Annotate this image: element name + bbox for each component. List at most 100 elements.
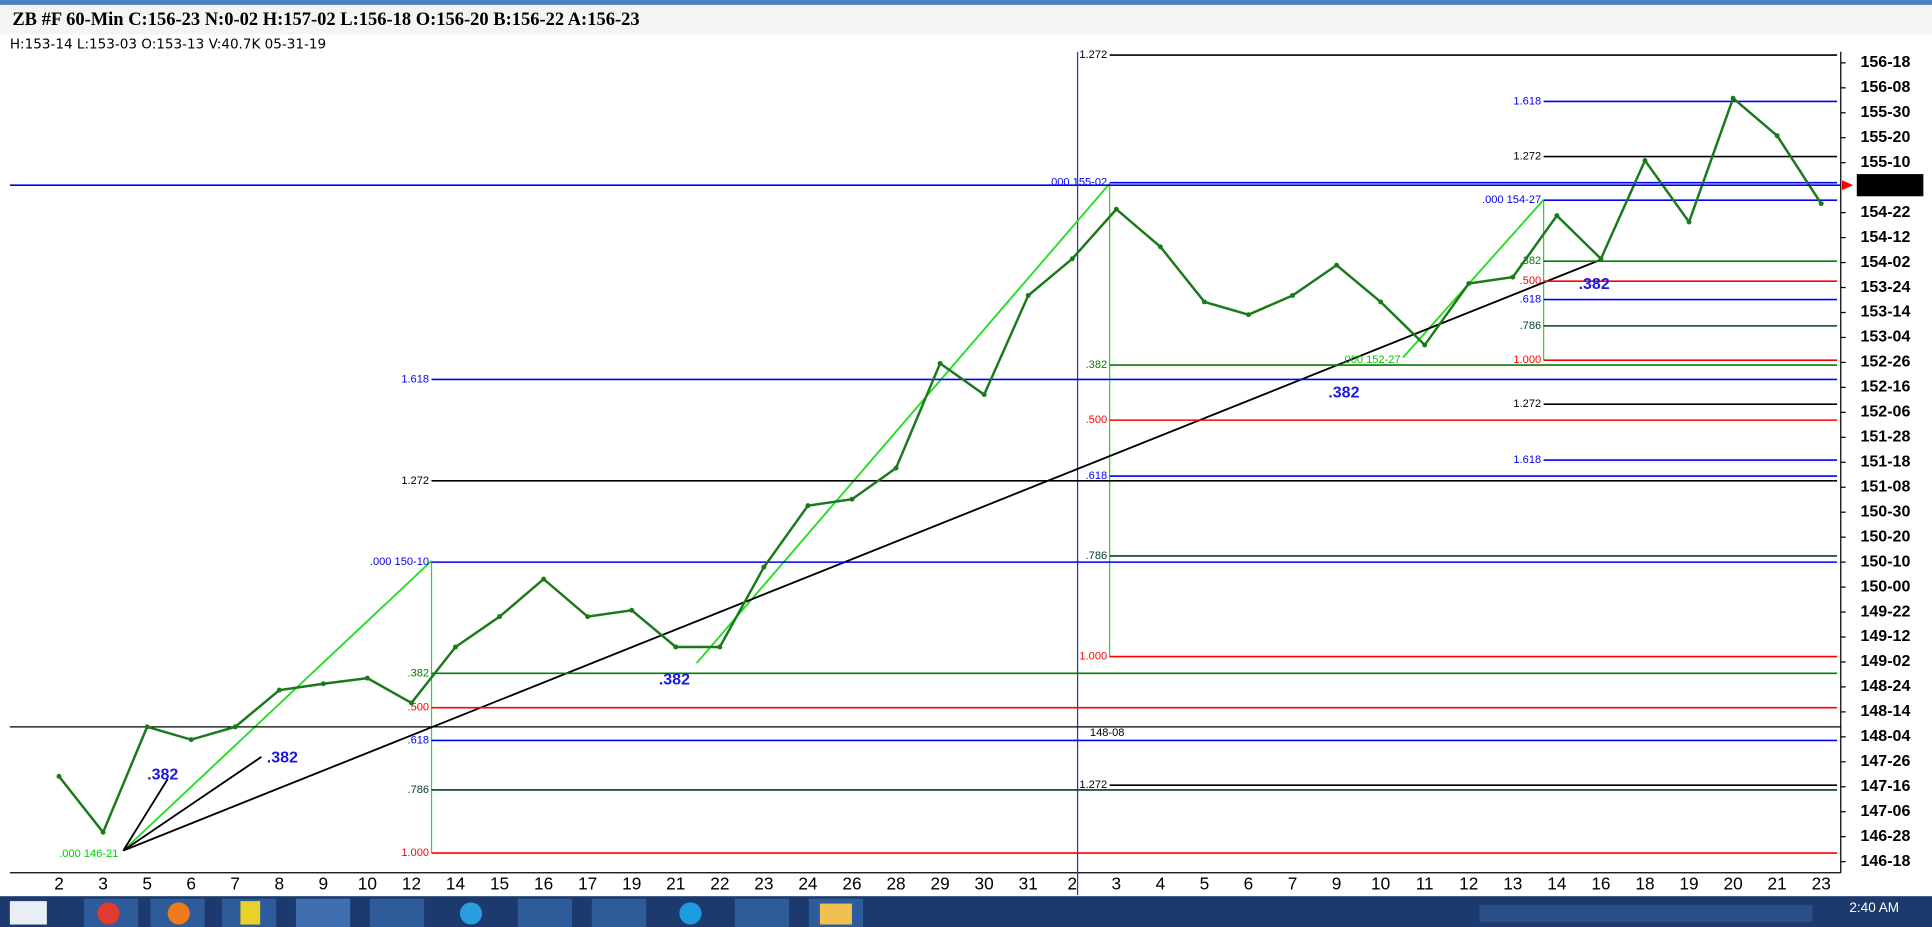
x-tick-label: 26: [842, 874, 861, 894]
x-tick-label: 17: [578, 874, 597, 894]
x-tick-label: 10: [1371, 874, 1390, 894]
y-tick-label: 148-04: [1860, 727, 1910, 745]
y-tick-label: 150-20: [1860, 527, 1910, 545]
y-tick-label: 154-12: [1860, 228, 1910, 246]
price-point: [320, 681, 326, 687]
price-point: [1686, 219, 1692, 225]
tray-icons[interactable]: [1479, 904, 1813, 923]
fib-label: .000 150-10: [370, 556, 429, 568]
x-tick-label: 6: [1244, 874, 1254, 894]
y-tick-label: 152-16: [1860, 378, 1910, 396]
x-tick-label: 12: [1459, 874, 1478, 894]
taskbar-app[interactable]: [369, 898, 425, 927]
x-tick-label: 3: [98, 874, 108, 894]
y-tick-label: 146-18: [1860, 852, 1910, 870]
start-button[interactable]: [9, 901, 47, 925]
taskbar-app[interactable]: [591, 898, 647, 927]
x-tick-label: 22: [710, 874, 729, 894]
app-icon: [240, 901, 261, 925]
price-point: [1466, 281, 1472, 287]
x-tick-label: 16: [534, 874, 553, 894]
price-point: [541, 576, 547, 582]
y-tick-label: 155-20: [1860, 128, 1910, 146]
y-tick-label: 147-06: [1860, 802, 1910, 820]
price-point: [188, 737, 194, 743]
y-tick-label: 148-24: [1860, 677, 1910, 695]
x-tick-label: 7: [230, 874, 240, 894]
y-tick-label: 152-26: [1860, 353, 1910, 371]
x-tick-label: 24: [798, 874, 818, 894]
fib-label: .786: [1086, 550, 1108, 562]
x-tick-label: 28: [886, 874, 905, 894]
price-point: [1598, 256, 1604, 262]
app-icon[interactable]: [679, 902, 702, 925]
price-point: [1201, 299, 1207, 305]
taskbar: 2:40 AM: [0, 896, 1932, 927]
x-tick-label: 21: [666, 874, 685, 894]
price-point: [1069, 256, 1075, 262]
y-tick-label: 150-10: [1860, 552, 1910, 570]
y-tick-label: 153-04: [1860, 328, 1910, 346]
price-point: [1730, 95, 1736, 101]
taskbar-app[interactable]: [517, 898, 573, 927]
x-tick-label: 19: [622, 874, 641, 894]
price-point: [1290, 293, 1296, 298]
fib-label: 1.618: [401, 373, 429, 385]
x-tick-label: 5: [1200, 874, 1210, 894]
green-trend: [1402, 199, 1545, 359]
x-tick-label: 10: [358, 874, 377, 894]
fib-label: 1.000: [1513, 354, 1541, 366]
price-point: [629, 607, 635, 613]
fib-label: .786: [407, 784, 429, 796]
price-point: [56, 773, 62, 779]
y-tick-label: 153-24: [1860, 278, 1910, 296]
x-tick-label: 9: [319, 874, 329, 894]
taskbar-app[interactable]: [734, 898, 790, 927]
window-frame: [0, 0, 1932, 5]
price-point: [1157, 244, 1163, 250]
last-price-box: [1856, 174, 1924, 197]
fib-label: .786: [1520, 320, 1542, 332]
price-point: [1642, 158, 1648, 163]
x-tick-label: 23: [1812, 874, 1831, 894]
taskbar-app[interactable]: [295, 898, 351, 927]
x-tick-label: 7: [1288, 874, 1298, 894]
fib-label: .500: [1520, 275, 1542, 287]
fib-label: 1.272: [1079, 779, 1107, 791]
price-point: [232, 724, 238, 730]
x-tick-label: 29: [931, 874, 950, 894]
price-point: [585, 614, 591, 620]
price-point: [805, 503, 811, 509]
app-icon: [97, 902, 120, 925]
x-tick-label: 21: [1768, 874, 1787, 894]
app-icon[interactable]: [459, 902, 483, 925]
x-tick-label: 14: [446, 874, 466, 894]
price-point: [937, 360, 943, 366]
black-trend: [122, 258, 1604, 852]
price-point: [849, 496, 855, 502]
x-tick-label: 23: [754, 874, 773, 894]
fib-annotation: .382: [1328, 383, 1359, 401]
fib-label: 1.272: [1513, 398, 1541, 410]
y-tick-label: 155-10: [1860, 153, 1910, 171]
y-tick-label: 147-16: [1860, 777, 1910, 795]
fib-annotation: .382: [1579, 275, 1610, 293]
y-tick-label: 146-28: [1860, 827, 1910, 845]
price-point: [1774, 133, 1780, 139]
x-tick-label: 3: [1112, 874, 1122, 894]
y-tick-label: 156-08: [1860, 78, 1910, 96]
y-tick-label: 151-18: [1860, 453, 1910, 471]
fib-label: .618: [407, 734, 429, 746]
black-trend: [122, 778, 169, 852]
x-tick-label: 11: [1416, 874, 1434, 894]
fib-label: 1.000: [1079, 650, 1107, 662]
price-point: [1378, 299, 1384, 305]
y-tick-label: 152-06: [1860, 403, 1910, 421]
fib-label: .618: [1086, 470, 1108, 482]
y-tick-label: 148-14: [1860, 702, 1910, 720]
y-tick-label: 154-02: [1860, 253, 1910, 271]
chart-title: ZB #F 60-Min C:156-23 N:0-02 H:157-02 L:…: [12, 9, 639, 29]
price-point: [144, 724, 150, 730]
